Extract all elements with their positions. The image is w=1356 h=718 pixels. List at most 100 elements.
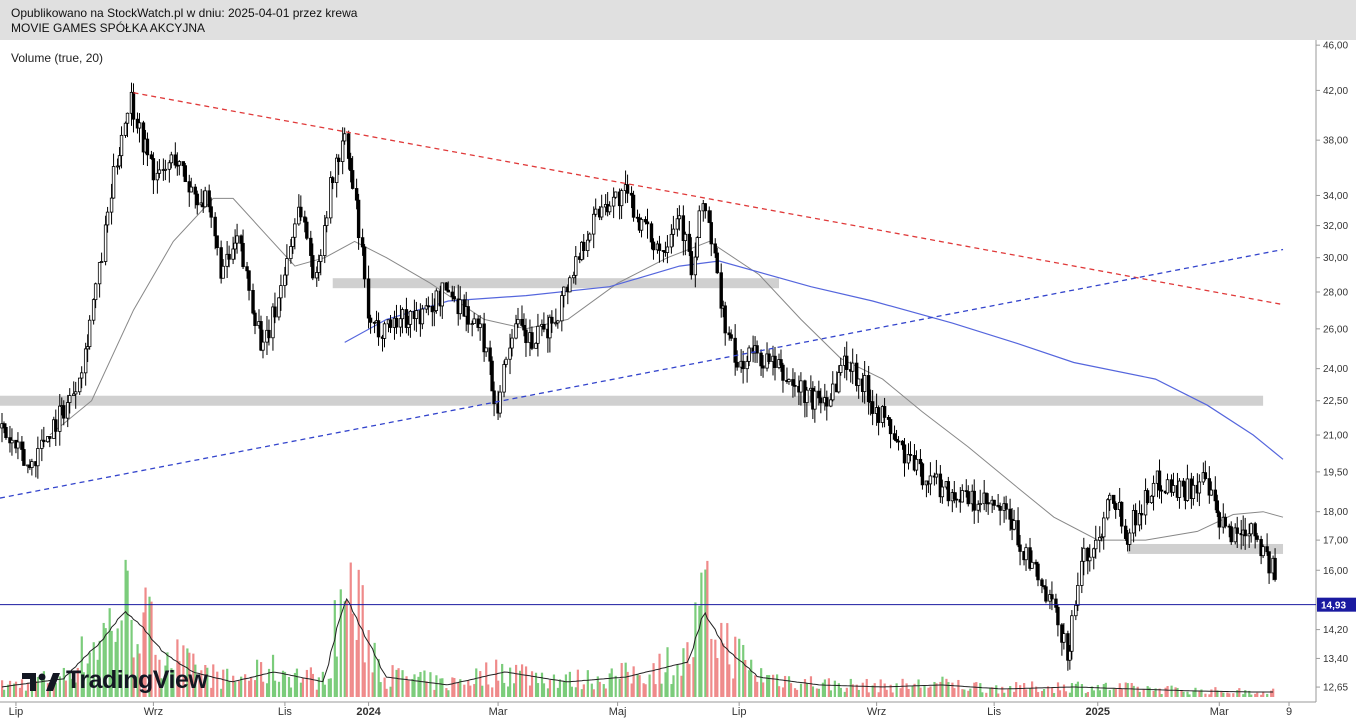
volume-bar <box>108 608 111 697</box>
volume-bar <box>933 681 936 697</box>
candle-body <box>440 282 444 307</box>
candle-body <box>882 406 887 418</box>
publication-info: Opublikowano na StockWatch.pl w dniu: 20… <box>11 6 358 20</box>
candle-body <box>125 112 130 124</box>
volume-bar <box>401 670 404 697</box>
volume-bar <box>265 683 269 697</box>
candle-body <box>1159 489 1164 492</box>
volume-bar <box>811 686 815 697</box>
candle-body <box>85 346 90 350</box>
volume-bar <box>815 688 819 697</box>
candle-body <box>309 237 313 256</box>
candle-body <box>247 270 251 291</box>
candle-body <box>1074 604 1078 617</box>
volume-bar <box>789 683 793 697</box>
volume-bar <box>281 670 285 697</box>
volume-bar <box>26 682 30 697</box>
volume-bar <box>1260 694 1263 697</box>
volume-bar <box>1262 691 1265 697</box>
candle-body <box>68 395 72 403</box>
volume-bar <box>849 678 852 697</box>
volume-bar <box>1076 681 1080 697</box>
volume-bar <box>349 562 352 697</box>
volume-bar <box>70 678 73 697</box>
volume-bar <box>166 652 169 697</box>
volume-bar <box>1023 683 1026 697</box>
volume-bar <box>1204 693 1207 697</box>
volume-bar <box>142 612 145 697</box>
volume-bar <box>979 683 982 697</box>
volume-bar <box>799 683 803 697</box>
candle-body <box>1030 561 1034 569</box>
volume-bar <box>114 641 117 697</box>
candle-body <box>1139 513 1144 516</box>
candle-body <box>478 323 482 328</box>
volume-bars <box>0 559 1275 697</box>
volume-bar <box>973 682 976 697</box>
candle-body <box>681 215 686 242</box>
volume-bar <box>82 672 85 697</box>
candle-body <box>183 165 187 183</box>
candle-body <box>665 246 670 253</box>
volume-bar <box>1136 686 1139 697</box>
volume-bar <box>618 678 621 697</box>
volume-bar <box>86 663 89 697</box>
volume-bar <box>18 687 22 697</box>
volume-bar <box>301 678 305 697</box>
volume-bar <box>823 679 827 697</box>
candle-body <box>261 341 265 351</box>
candle-body <box>900 440 905 446</box>
volume-bar <box>104 628 107 697</box>
volume-bar <box>1031 681 1034 697</box>
candle-body <box>271 306 275 339</box>
volume-bar <box>204 665 207 697</box>
volume-bar <box>373 642 376 697</box>
volume-bar <box>648 674 651 697</box>
candle-body <box>329 177 333 219</box>
candle-body <box>697 210 701 239</box>
volume-bar <box>803 679 807 697</box>
volume-bar <box>411 678 414 697</box>
volume-bar <box>52 683 55 697</box>
candle-body <box>1066 633 1070 661</box>
candle-body <box>48 436 52 439</box>
candle-body <box>733 337 737 363</box>
candle-body <box>16 441 20 449</box>
candle-body <box>829 399 833 407</box>
candle-body <box>303 216 307 223</box>
volume-bar <box>889 684 892 697</box>
volume-bar <box>923 685 926 697</box>
candle-body <box>902 444 907 464</box>
volume-bar <box>248 680 251 697</box>
volume-bar <box>1238 688 1241 697</box>
volume-bar <box>985 692 988 697</box>
volume-bar <box>742 644 745 697</box>
volume-bar <box>1015 682 1018 697</box>
volume-bar <box>795 689 799 697</box>
volume-bar <box>700 572 703 697</box>
volume-bar <box>178 661 181 697</box>
volume-bar <box>945 678 948 697</box>
candle-body <box>831 383 835 401</box>
candle-body <box>177 161 182 166</box>
candle-body <box>556 320 560 324</box>
candle-body <box>817 390 821 399</box>
volume-bar <box>385 688 388 697</box>
candle-body <box>221 265 225 279</box>
volume-bar <box>261 681 265 697</box>
candle-body <box>215 235 219 249</box>
candle-body <box>972 490 976 511</box>
volume-bar <box>1084 693 1088 697</box>
volume-bar <box>40 678 44 697</box>
volume-bar <box>664 672 667 697</box>
volume-bar <box>981 692 984 697</box>
candle-body <box>1265 546 1269 553</box>
volume-bar <box>1104 682 1107 697</box>
candle-body <box>504 358 508 365</box>
candle-body <box>1171 485 1176 493</box>
candle-body <box>572 274 576 279</box>
volume-bar <box>186 648 189 697</box>
candle-body <box>225 253 229 267</box>
candle-body <box>498 391 502 414</box>
